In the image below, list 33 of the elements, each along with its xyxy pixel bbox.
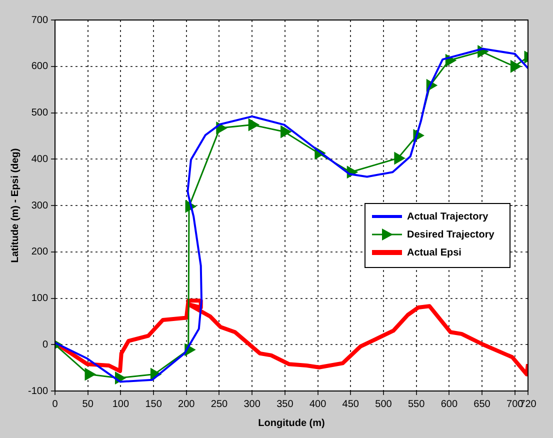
x-tick-label: 50 <box>82 398 94 410</box>
x-tick-label: 550 <box>408 398 426 410</box>
x-tick-label: 150 <box>145 398 162 410</box>
point <box>84 368 96 380</box>
y-tick-label: 200 <box>31 246 48 258</box>
point <box>394 152 405 164</box>
y-tick-label: 500 <box>31 108 48 118</box>
y-tick-label: 0 <box>42 339 48 350</box>
x-tick-label: 300 <box>244 398 261 410</box>
x-tick-label: 100 <box>112 398 130 410</box>
x-tick-label: 250 <box>210 398 228 410</box>
y-tick-label: 700 <box>31 14 48 26</box>
x-tick-label: 600 <box>440 398 458 410</box>
legend-label: Actual Epsi <box>407 247 462 258</box>
x-tick-label: 450 <box>342 398 360 410</box>
y-tick-label: 100 <box>31 293 48 304</box>
point <box>248 118 259 131</box>
y-axis-title: Latitude (m) - Epsi (deg) <box>10 148 21 263</box>
x-tick-label: 650 <box>474 398 491 410</box>
legend-label: Actual Trajectory <box>407 211 489 222</box>
legend-label: Desired Trajectory <box>407 229 495 240</box>
point <box>280 126 292 138</box>
y-tick-label: 300 <box>31 200 48 212</box>
y-tick-label: 600 <box>31 61 48 72</box>
x-tick-label: 350 <box>276 398 294 410</box>
point <box>510 60 521 72</box>
x-tick-label: 0 <box>52 398 58 410</box>
y-tick-label: 400 <box>31 154 48 165</box>
x-tick-label: 400 <box>309 398 327 410</box>
x-axis-title: Longitude (m) <box>258 418 325 429</box>
x-tick-label: 500 <box>375 398 392 410</box>
x-tick-label: 200 <box>178 398 196 410</box>
y-tick-label: -100 <box>28 386 48 397</box>
